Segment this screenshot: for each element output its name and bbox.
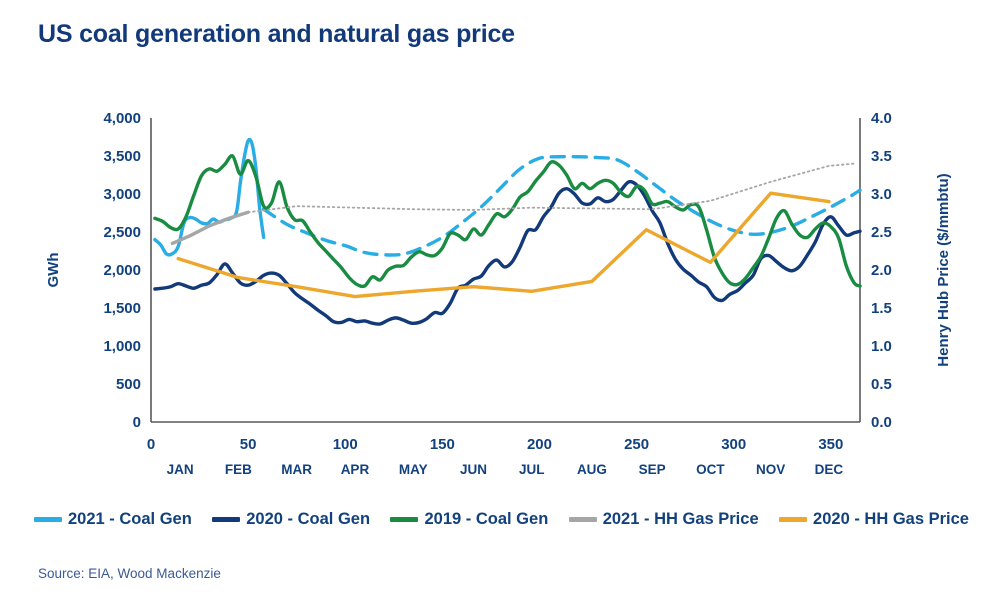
y-axis-tick-label: 3,000 xyxy=(103,186,141,203)
y2-axis-tick-label: 0.0 xyxy=(871,414,892,431)
legend-swatch-icon xyxy=(390,517,419,522)
page-title: US coal generation and natural gas price xyxy=(38,20,515,48)
x-axis-tick-label: 100 xyxy=(333,436,358,453)
x-axis-tick-label: 200 xyxy=(527,436,552,453)
legend-item[interactable]: 2021 - HH Gas Price xyxy=(568,510,759,529)
y-axis-tick-label: 1,500 xyxy=(103,300,141,317)
legend-item[interactable]: 2021 - Coal Gen xyxy=(34,510,192,529)
legend-item-label: 2020 - Coal Gen xyxy=(246,510,371,528)
x-axis-tick-label: 50 xyxy=(240,436,257,453)
legend-item-label: 2020 - HH Gas Price xyxy=(813,510,969,528)
series-line-4 xyxy=(170,210,250,246)
x-axis-month-label: JUN xyxy=(460,462,487,477)
legend-swatch-icon xyxy=(568,517,597,522)
y2-axis-tick-label: 3.5 xyxy=(871,148,892,165)
x-axis-month-label: SEP xyxy=(639,462,666,477)
y-axis-tick-label: 2,000 xyxy=(103,262,141,279)
legend-item-label: 2021 - HH Gas Price xyxy=(602,510,759,528)
series-line-6 xyxy=(176,191,831,299)
x-axis-month-label: MAR xyxy=(281,462,312,477)
x-axis-month-label: JAN xyxy=(167,462,194,477)
y2-axis-tick-label: 3.0 xyxy=(871,186,892,203)
x-axis-month-label: MAY xyxy=(399,462,428,477)
y-axis-title: GWh xyxy=(45,253,62,288)
x-axis-tick-label: 300 xyxy=(721,436,746,453)
y2-axis-tick-label: 4.0 xyxy=(871,110,892,127)
y-axis-tick-label: 0 xyxy=(133,414,141,431)
legend-item-label: 2021 - Coal Gen xyxy=(68,510,192,528)
x-axis-month-label: FEB xyxy=(225,462,252,477)
y2-axis-tick-label: 1.0 xyxy=(871,338,892,355)
series-line-5 xyxy=(247,162,856,214)
x-axis-tick-label: 150 xyxy=(430,436,455,453)
x-axis-tick-label: 350 xyxy=(818,436,843,453)
legend-item[interactable]: 2019 - Coal Gen xyxy=(390,510,548,529)
x-axis-tick-label: 250 xyxy=(624,436,649,453)
x-axis-month-label: JUL xyxy=(519,462,545,477)
legend-swatch-icon xyxy=(779,517,808,522)
series-line-1 xyxy=(261,154,862,257)
legend-item[interactable]: 2020 - Coal Gen xyxy=(212,510,370,529)
legend-swatch-icon xyxy=(212,517,241,522)
y-axis-tick-label: 500 xyxy=(116,376,141,393)
legend-item[interactable]: 2020 - HH Gas Price xyxy=(779,510,969,529)
series-line-0 xyxy=(153,137,266,257)
y-axis-tick-label: 4,000 xyxy=(103,110,141,127)
series-line-2 xyxy=(153,179,862,326)
x-axis-month-label: DEC xyxy=(815,462,844,477)
legend-item-label: 2019 - Coal Gen xyxy=(424,510,549,528)
series-line-3 xyxy=(153,154,862,289)
x-axis-month-label: AUG xyxy=(577,462,607,477)
y2-axis-tick-label: 1.5 xyxy=(871,300,892,317)
x-axis-month-label: APR xyxy=(341,462,370,477)
y2-axis-title: Henry Hub Price ($/mmbtu) xyxy=(935,173,952,366)
y2-axis-tick-label: 0.5 xyxy=(871,376,892,393)
x-axis-month-label: NOV xyxy=(756,462,785,477)
x-axis-month-label: OCT xyxy=(696,462,725,477)
y2-axis-tick-label: 2.0 xyxy=(871,262,892,279)
y-axis-tick-label: 2,500 xyxy=(103,224,141,241)
y-axis-tick-label: 3,500 xyxy=(103,148,141,165)
x-axis-tick-label: 0 xyxy=(147,436,155,453)
source-note: Source: EIA, Wood Mackenzie xyxy=(38,566,221,581)
y2-axis-tick-label: 2.5 xyxy=(871,224,892,241)
y-axis-tick-label: 1,000 xyxy=(103,338,141,355)
legend-swatch-icon xyxy=(34,517,62,522)
chart-legend: 2021 - Coal Gen 2020 - Coal Gen 2019 - Coa… xyxy=(34,510,969,529)
